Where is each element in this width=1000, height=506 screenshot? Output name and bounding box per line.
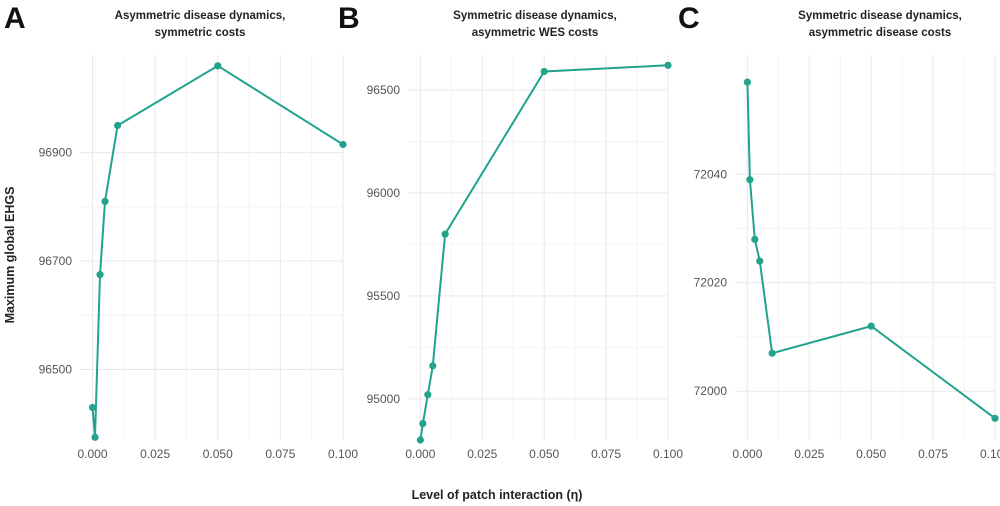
panel-subtitle: asymmetric disease costs — [809, 27, 952, 39]
y-tick-label: 72040 — [694, 167, 728, 181]
y-tick-label: 95500 — [367, 289, 401, 303]
data-point — [751, 235, 759, 243]
panel-letter: B — [338, 2, 360, 35]
x-tick-label: 0.100 — [980, 447, 1000, 461]
panels-container: 0.000 0.025 0.050 0.075 0.100 96500 96700 96900… — [4, 2, 1000, 461]
data-point — [424, 391, 432, 399]
panel-letter: C — [678, 2, 700, 35]
data-point — [540, 67, 548, 76]
data-point — [756, 257, 764, 265]
data-point — [746, 176, 754, 184]
x-tick-label: 0.025 — [140, 447, 170, 461]
data-point — [419, 419, 427, 428]
data-point — [96, 271, 104, 279]
x-tick-label: 0.075 — [918, 447, 948, 461]
panel-title: Symmetric disease dynamics, — [453, 10, 617, 22]
x-tick-label: 0.075 — [265, 447, 295, 461]
data-point — [91, 433, 99, 441]
data-point — [214, 62, 222, 70]
data-point — [113, 121, 122, 130]
y-tick-label: 96700 — [39, 254, 73, 268]
x-tick-label: 0.000 — [78, 447, 108, 461]
panel-subtitle: symmetric costs — [155, 27, 246, 39]
data-point — [768, 349, 776, 357]
panel-c: 0.000 0.025 0.050 0.075 0.100 72000 72020 72040… — [678, 2, 1000, 461]
y-tick-label: 96500 — [367, 83, 401, 97]
panel-letter: A — [4, 2, 26, 35]
panel-b: 0.000 0.025 0.050 0.075 0.100 95000 95500 96000… — [338, 2, 683, 461]
data-point — [743, 78, 751, 86]
x-tick-label: 0.000 — [405, 447, 435, 461]
x-axis-title: Level of patch interaction (η) — [412, 488, 583, 502]
y-tick-label: 96500 — [39, 363, 73, 377]
panel-subtitle: asymmetric WES costs — [472, 27, 599, 39]
data-point — [664, 61, 672, 69]
data-point — [441, 230, 449, 238]
data-point — [429, 362, 437, 370]
y-tick-label: 72020 — [694, 276, 728, 290]
x-tick-label: 0.000 — [732, 447, 762, 461]
y-tick-label: 72000 — [694, 384, 728, 398]
x-tick-label: 0.025 — [794, 447, 824, 461]
panel-title: Symmetric disease dynamics, — [798, 10, 962, 22]
data-point — [991, 414, 999, 422]
y-tick-label: 96000 — [367, 186, 401, 200]
y-tick-label: 96900 — [39, 146, 73, 160]
data-point — [101, 197, 109, 206]
x-tick-label: 0.050 — [856, 447, 886, 461]
panel-title: Asymmetric disease dynamics, — [115, 10, 286, 22]
panel-a: 0.000 0.025 0.050 0.075 0.100 96500 96700 96900… — [4, 2, 358, 461]
x-tick-label: 0.100 — [328, 447, 358, 461]
data-point — [88, 403, 97, 412]
x-tick-label: 0.050 — [529, 447, 559, 461]
x-tick-label: 0.075 — [591, 447, 621, 461]
x-tick-label: 0.025 — [467, 447, 497, 461]
data-point — [867, 322, 875, 330]
y-tick-label: 95000 — [367, 392, 401, 406]
data-point — [339, 140, 347, 149]
x-tick-label: 0.100 — [653, 447, 683, 461]
y-axis-title: Maximum global EHGS — [3, 187, 17, 324]
data-point — [416, 436, 424, 444]
x-tick-label: 0.050 — [203, 447, 233, 461]
